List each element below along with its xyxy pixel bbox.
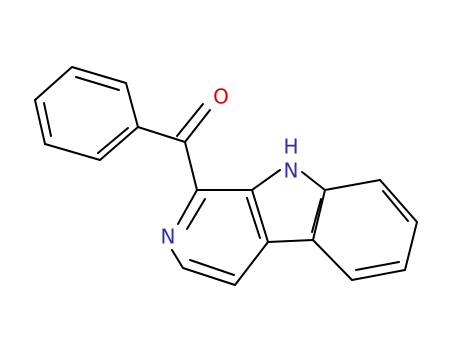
bond: [34, 99, 46, 145]
bond: [301, 171, 326, 191]
bond: [182, 267, 236, 286]
bond: [184, 141, 198, 191]
bond: [324, 179, 381, 191]
atom-label: O: [213, 85, 229, 109]
bond: [44, 143, 101, 161]
bond: [177, 189, 198, 225]
atom-label: N: [284, 159, 299, 183]
bond: [97, 127, 129, 154]
bond: [382, 190, 409, 222]
bond: [267, 239, 314, 243]
bond: [312, 239, 353, 281]
bond: [379, 179, 418, 223]
atom-label: H: [283, 135, 298, 159]
bond: [186, 198, 206, 230]
bond: [125, 82, 139, 128]
atom-label: N: [161, 225, 176, 249]
bond: [311, 198, 322, 233]
bonds: [34, 66, 418, 286]
bond: [75, 76, 120, 91]
bond: [312, 189, 326, 241]
bond: [71, 66, 127, 84]
bond: [251, 189, 269, 243]
bond: [184, 109, 211, 143]
bond: [34, 66, 73, 101]
bond: [404, 221, 418, 271]
bond: [99, 126, 139, 161]
bond: [351, 269, 406, 281]
bond: [251, 169, 281, 191]
bond: [171, 249, 184, 269]
bond: [246, 197, 261, 239]
bond: [355, 261, 400, 271]
bond: [176, 103, 204, 137]
bond: [43, 102, 52, 137]
bond: [234, 241, 269, 286]
bond: [189, 259, 235, 276]
bond: [137, 126, 186, 143]
